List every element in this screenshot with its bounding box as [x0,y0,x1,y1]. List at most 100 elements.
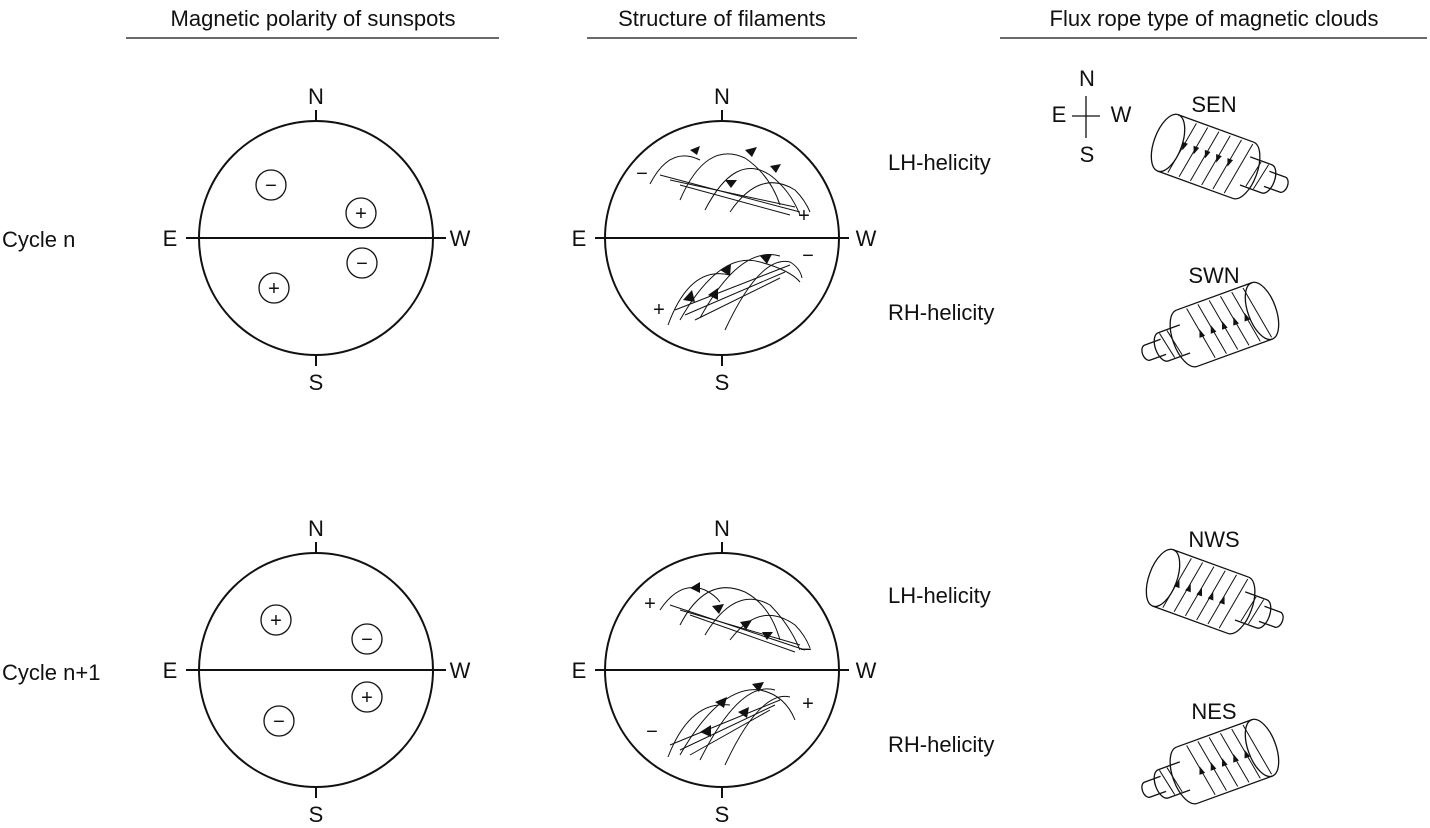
compass-s: S [715,370,730,395]
filament-sign-east: + [653,299,665,321]
sunspot-circle [255,169,287,201]
header-clouds: Flux rope type of magnetic clouds [1000,6,1427,39]
filament-sign-east: − [636,163,648,185]
flux-rope-nes [1141,718,1280,805]
compass-s: S [715,802,730,827]
sunspot-circle [346,247,378,279]
compass-n: N [714,84,730,109]
compass-e: E [163,226,178,251]
compass-w: W [450,658,471,683]
rope-helix [1167,123,1270,194]
filament-arch [679,689,796,756]
legend-compass: N E W S [1052,66,1132,167]
rope-inner [1234,591,1272,629]
rope-end [1169,309,1198,368]
rope-inner [1153,761,1191,799]
sunspot-circle [351,681,383,713]
filament-arrow [690,582,700,593]
legend-compass-s: S [1080,142,1095,167]
sunspot-disk-cycle-n: N S E W − + + − [163,84,471,395]
sunspot-polarity: − [255,169,287,201]
sunspot-sign: − [361,629,373,651]
sunspot-polarity: + [258,272,290,304]
filament-arrow [770,164,781,173]
sunspot-polarity: + [260,604,292,636]
rope-body [1152,549,1249,635]
rope-core [1141,775,1167,798]
sunspot-polarity: − [263,705,295,737]
filament-sign-west: + [802,693,814,715]
filament-arrow [715,697,727,708]
filament-arrow [708,288,718,300]
filament-arrow [700,725,711,737]
legend-compass-e: E [1052,102,1067,127]
rope-body [1176,282,1273,368]
flux-rope-swn [1141,281,1280,368]
filament-arrow [752,682,764,692]
legend-compass-n: N [1079,66,1095,91]
rope-arrows [1199,749,1251,775]
filament-arch [704,167,801,216]
header-clouds-text: Flux rope type of magnetic clouds [1050,6,1379,31]
sunspot-polarity: − [351,623,383,655]
filament-arch [679,259,801,321]
filament-arch [724,260,803,331]
sunspot-circle [260,604,292,636]
rope-arrows [1199,312,1251,338]
filament-arch [724,695,791,766]
helicity-label: LH-helicity [888,583,991,608]
filament-arrow [760,254,772,264]
flux-rope-label: SWN [1188,263,1239,288]
filament-sign-east: − [646,721,658,743]
flux-rope-nws [1145,548,1284,635]
filament-arch [729,182,811,213]
filament-sign-west: + [798,205,810,227]
filament-sign-west: − [800,639,812,661]
filament-arch [679,153,781,206]
filament-sign-east: + [644,593,656,615]
rope-body [1176,719,1273,805]
rope-inner [1239,156,1277,194]
helicity-label: RH-helicity [888,300,994,325]
compass-w: W [856,226,877,251]
compass-w: W [856,658,877,683]
rope-core [1258,605,1284,628]
rope-end [1244,718,1280,778]
filament-spine [679,184,791,216]
filament-south-rh: + − [653,245,814,331]
sunspot-circle [263,705,295,737]
sunspot-sign: − [356,253,368,275]
filament-arch [659,587,721,611]
header-filaments: Structure of filaments [587,6,857,39]
sunspot-circle [351,623,383,655]
filament-spine [679,704,776,751]
filament-spine [684,271,786,316]
filament-spine [669,699,781,746]
filament-arrow [762,632,773,640]
cycle-label-n1: Cycle n+1 [2,660,100,685]
filament-sign-west: − [802,245,814,267]
filament-arch [667,273,731,326]
rope-body [1157,114,1254,200]
compass-w: W [450,226,471,251]
filament-spine [689,709,771,756]
compass-n: N [308,516,324,541]
filament-arrow [738,707,749,718]
sunspot-circle [345,197,377,229]
rope-inner [1153,324,1191,362]
sunspot-sign: + [361,687,373,709]
filament-arrow [712,604,724,614]
filament-arch [649,155,701,185]
filament-arch [704,598,801,651]
filament-arch [679,587,781,641]
header-sunspots: Magnetic polarity of sunspots [126,6,499,39]
sunspot-polarity: − [346,247,378,279]
filament-arch [699,688,776,761]
compass-e: E [572,226,587,251]
legend-compass-w: W [1111,102,1132,127]
compass-e: E [572,658,587,683]
filament-spine [679,609,801,646]
filament-disk-cycle-n: N S E W − + [572,84,877,395]
filament-spine [689,614,796,653]
